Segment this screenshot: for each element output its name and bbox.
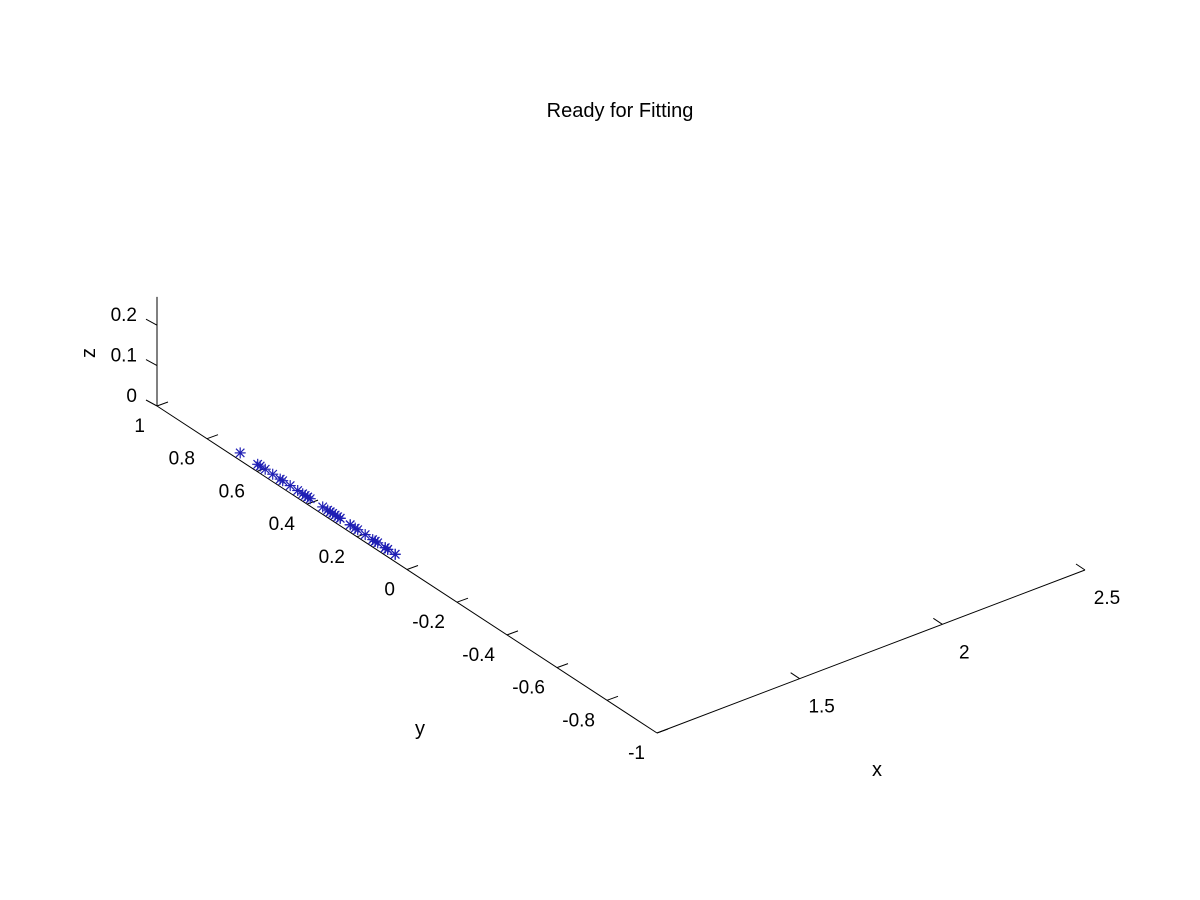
x-axis-label: x: [872, 759, 882, 781]
data-point-marker: [284, 480, 296, 492]
y-tick: [656, 728, 669, 734]
data-point-marker: [372, 537, 384, 549]
y-tick-label: 0: [384, 580, 395, 601]
y-tick-label: -0.4: [462, 645, 495, 666]
x-tick-label: 1.5: [808, 697, 834, 718]
z-tick-label: 0.1: [111, 346, 137, 367]
chart-title: Ready for Fitting: [547, 100, 694, 122]
data-point-marker: [382, 543, 394, 555]
y-tick-label: -0.8: [562, 710, 595, 731]
y-tick: [606, 695, 619, 701]
y-axis-label: y: [415, 718, 425, 740]
z-tick: [145, 399, 158, 407]
data-point-marker: [267, 468, 279, 480]
y-tick-label: -1: [628, 743, 645, 764]
data-point-marker: [334, 512, 346, 524]
x-tick: [1075, 563, 1086, 571]
x-tick-label: 2.5: [1094, 588, 1120, 609]
y-tick: [506, 630, 519, 636]
z-tick: [145, 318, 158, 326]
y-tick: [156, 401, 169, 407]
data-point-marker: [352, 524, 364, 536]
y-tick: [406, 565, 419, 570]
z-axis-label: z: [78, 348, 100, 358]
y-tick-label: -0.6: [512, 678, 545, 699]
y-tick-label: -0.2: [412, 612, 445, 633]
tick-labels: 1.5 2 2.5 1 0.8 0.6 0.4 0.2 0 -0.2 -0.4 -0.6 -0.8 -1 0…: [111, 305, 1121, 764]
data-points: [234, 447, 401, 560]
y-tick-label: 1: [134, 416, 145, 437]
y-tick: [556, 663, 569, 669]
z-tick: [145, 359, 158, 367]
data-point-marker: [389, 548, 401, 560]
data-point-marker: [359, 529, 371, 541]
z-tick-label: 0.2: [111, 305, 137, 326]
data-point-marker: [259, 463, 271, 475]
data-point-marker: [234, 447, 246, 459]
axes: [145, 296, 1086, 734]
z-tick-label: 0: [126, 386, 137, 407]
data-point-marker: [304, 493, 316, 505]
y-tick: [206, 434, 219, 440]
x-tick: [933, 617, 943, 625]
x-axis-line: [656, 569, 1086, 734]
x-tick-label: 2: [959, 642, 970, 663]
y-tick-label: 0.2: [319, 547, 345, 568]
y-tick: [456, 597, 469, 603]
y-tick-label: 0.4: [269, 514, 296, 535]
data-point-marker: [277, 475, 289, 487]
x-tick: [790, 672, 800, 680]
y-tick-label: 0.6: [219, 481, 245, 502]
y-tick: [306, 499, 319, 505]
y-tick-label: 0.8: [169, 449, 195, 470]
